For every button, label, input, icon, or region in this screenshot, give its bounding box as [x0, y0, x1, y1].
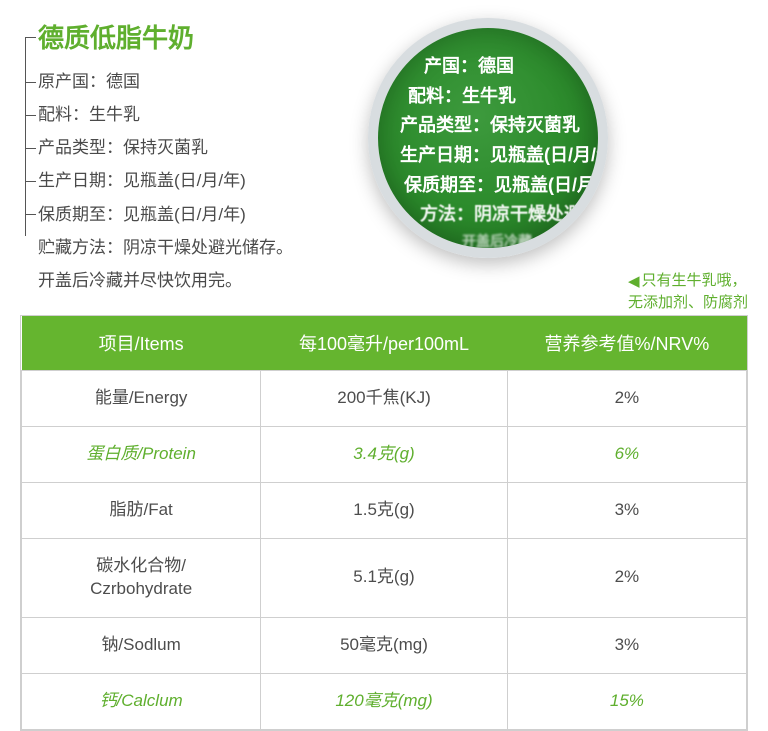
- info-line-extra: 开盖后冷藏并尽快饮用完。: [38, 264, 338, 297]
- table-cell: 3.4克(g): [261, 426, 508, 482]
- lens-text-line: 产国：德国: [424, 52, 588, 82]
- table-body: 能量/Energy200千焦(KJ)2%蛋白质/Protein3.4克(g)6%…: [22, 370, 747, 729]
- table-cell: 钠/Sodlum: [22, 617, 261, 673]
- info-block: 德质低脂牛奶 原产国：德国 配料：生牛乳 产品类型：保持灭菌乳 生产日期：见瓶盖…: [38, 18, 338, 297]
- callout-line1: 只有生牛乳哦，: [642, 272, 747, 289]
- table-cell: 2%: [507, 370, 746, 426]
- vertical-connector-line: [25, 38, 26, 236]
- magnifier-wrap: 产国：德国 配料：生牛乳 产品类型：保持灭菌乳 生产日期：见瓶盖(日/月/年) …: [348, 18, 628, 297]
- col-header-items: 项目/Items: [22, 316, 261, 371]
- table-row: 碳水化合物/Czrbohydrate5.1克(g)2%: [22, 538, 747, 617]
- table-cell: 5.1克(g): [261, 538, 508, 617]
- table-cell: 200千焦(KJ): [261, 370, 508, 426]
- product-title: 德质低脂牛奶: [38, 18, 338, 55]
- info-line-storage: 贮藏方法：阴凉干燥处避光储存。: [38, 231, 338, 264]
- info-line-ingredients: 配料：生牛乳: [38, 98, 338, 131]
- table-cell: 能量/Energy: [22, 370, 261, 426]
- table-cell: 50毫克(mg): [261, 617, 508, 673]
- table-cell: 2%: [507, 538, 746, 617]
- table-cell: 碳水化合物/Czrbohydrate: [22, 538, 261, 617]
- magnifier-lens: 产国：德国 配料：生牛乳 产品类型：保持灭菌乳 生产日期：见瓶盖(日/月/年) …: [368, 18, 608, 258]
- top-section: 德质低脂牛奶 原产国：德国 配料：生牛乳 产品类型：保持灭菌乳 生产日期：见瓶盖…: [0, 0, 768, 315]
- info-line-origin: 原产国：德国: [38, 65, 338, 98]
- table-row: 钠/Sodlum50毫克(mg)3%: [22, 617, 747, 673]
- info-line-product-type: 产品类型：保持灭菌乳: [38, 131, 338, 164]
- callout-note: ◀只有生牛乳哦， 无添加剂、防腐剂: [628, 270, 748, 315]
- lens-text-line: 方法：阴凉干燥处避: [420, 200, 588, 230]
- col-header-nrv: 营养参考值%/NRV%: [507, 316, 746, 371]
- table-cell: 3%: [507, 617, 746, 673]
- lens-text-line: 保质期至：见瓶盖(日/月/年: [404, 171, 588, 201]
- col-header-per100ml: 每100毫升/per100mL: [261, 316, 508, 371]
- table-row: 能量/Energy200千焦(KJ)2%: [22, 370, 747, 426]
- table-cell: 1.5克(g): [261, 482, 508, 538]
- table-cell: 3%: [507, 482, 746, 538]
- info-line-production-date: 生产日期：见瓶盖(日/月/年): [38, 164, 338, 197]
- info-line-expiry: 保质期至：见瓶盖(日/月/年): [38, 198, 338, 231]
- triangle-left-icon: ◀: [628, 271, 640, 294]
- lens-text-line: 配料：生牛乳: [408, 82, 588, 112]
- nutrition-table-wrap: 项目/Items 每100毫升/per100mL 营养参考值%/NRV% 能量/…: [20, 315, 748, 731]
- callout-line2: 无添加剂、防腐剂: [628, 294, 748, 311]
- table-cell: 6%: [507, 426, 746, 482]
- table-head: 项目/Items 每100毫升/per100mL 营养参考值%/NRV%: [22, 316, 747, 371]
- table-row: 蛋白质/Protein3.4克(g)6%: [22, 426, 747, 482]
- table-cell: 脂肪/Fat: [22, 482, 261, 538]
- lens-text-line: 产品类型：保持灭菌乳: [400, 111, 588, 141]
- table-row: 脂肪/Fat1.5克(g)3%: [22, 482, 747, 538]
- lens-text-line: 开盖后冷藏: [462, 230, 588, 253]
- table-cell: 蛋白质/Protein: [22, 426, 261, 482]
- nutrition-table: 项目/Items 每100毫升/per100mL 营养参考值%/NRV% 能量/…: [21, 316, 747, 730]
- lens-text-line: 生产日期：见瓶盖(日/月/年): [400, 141, 588, 171]
